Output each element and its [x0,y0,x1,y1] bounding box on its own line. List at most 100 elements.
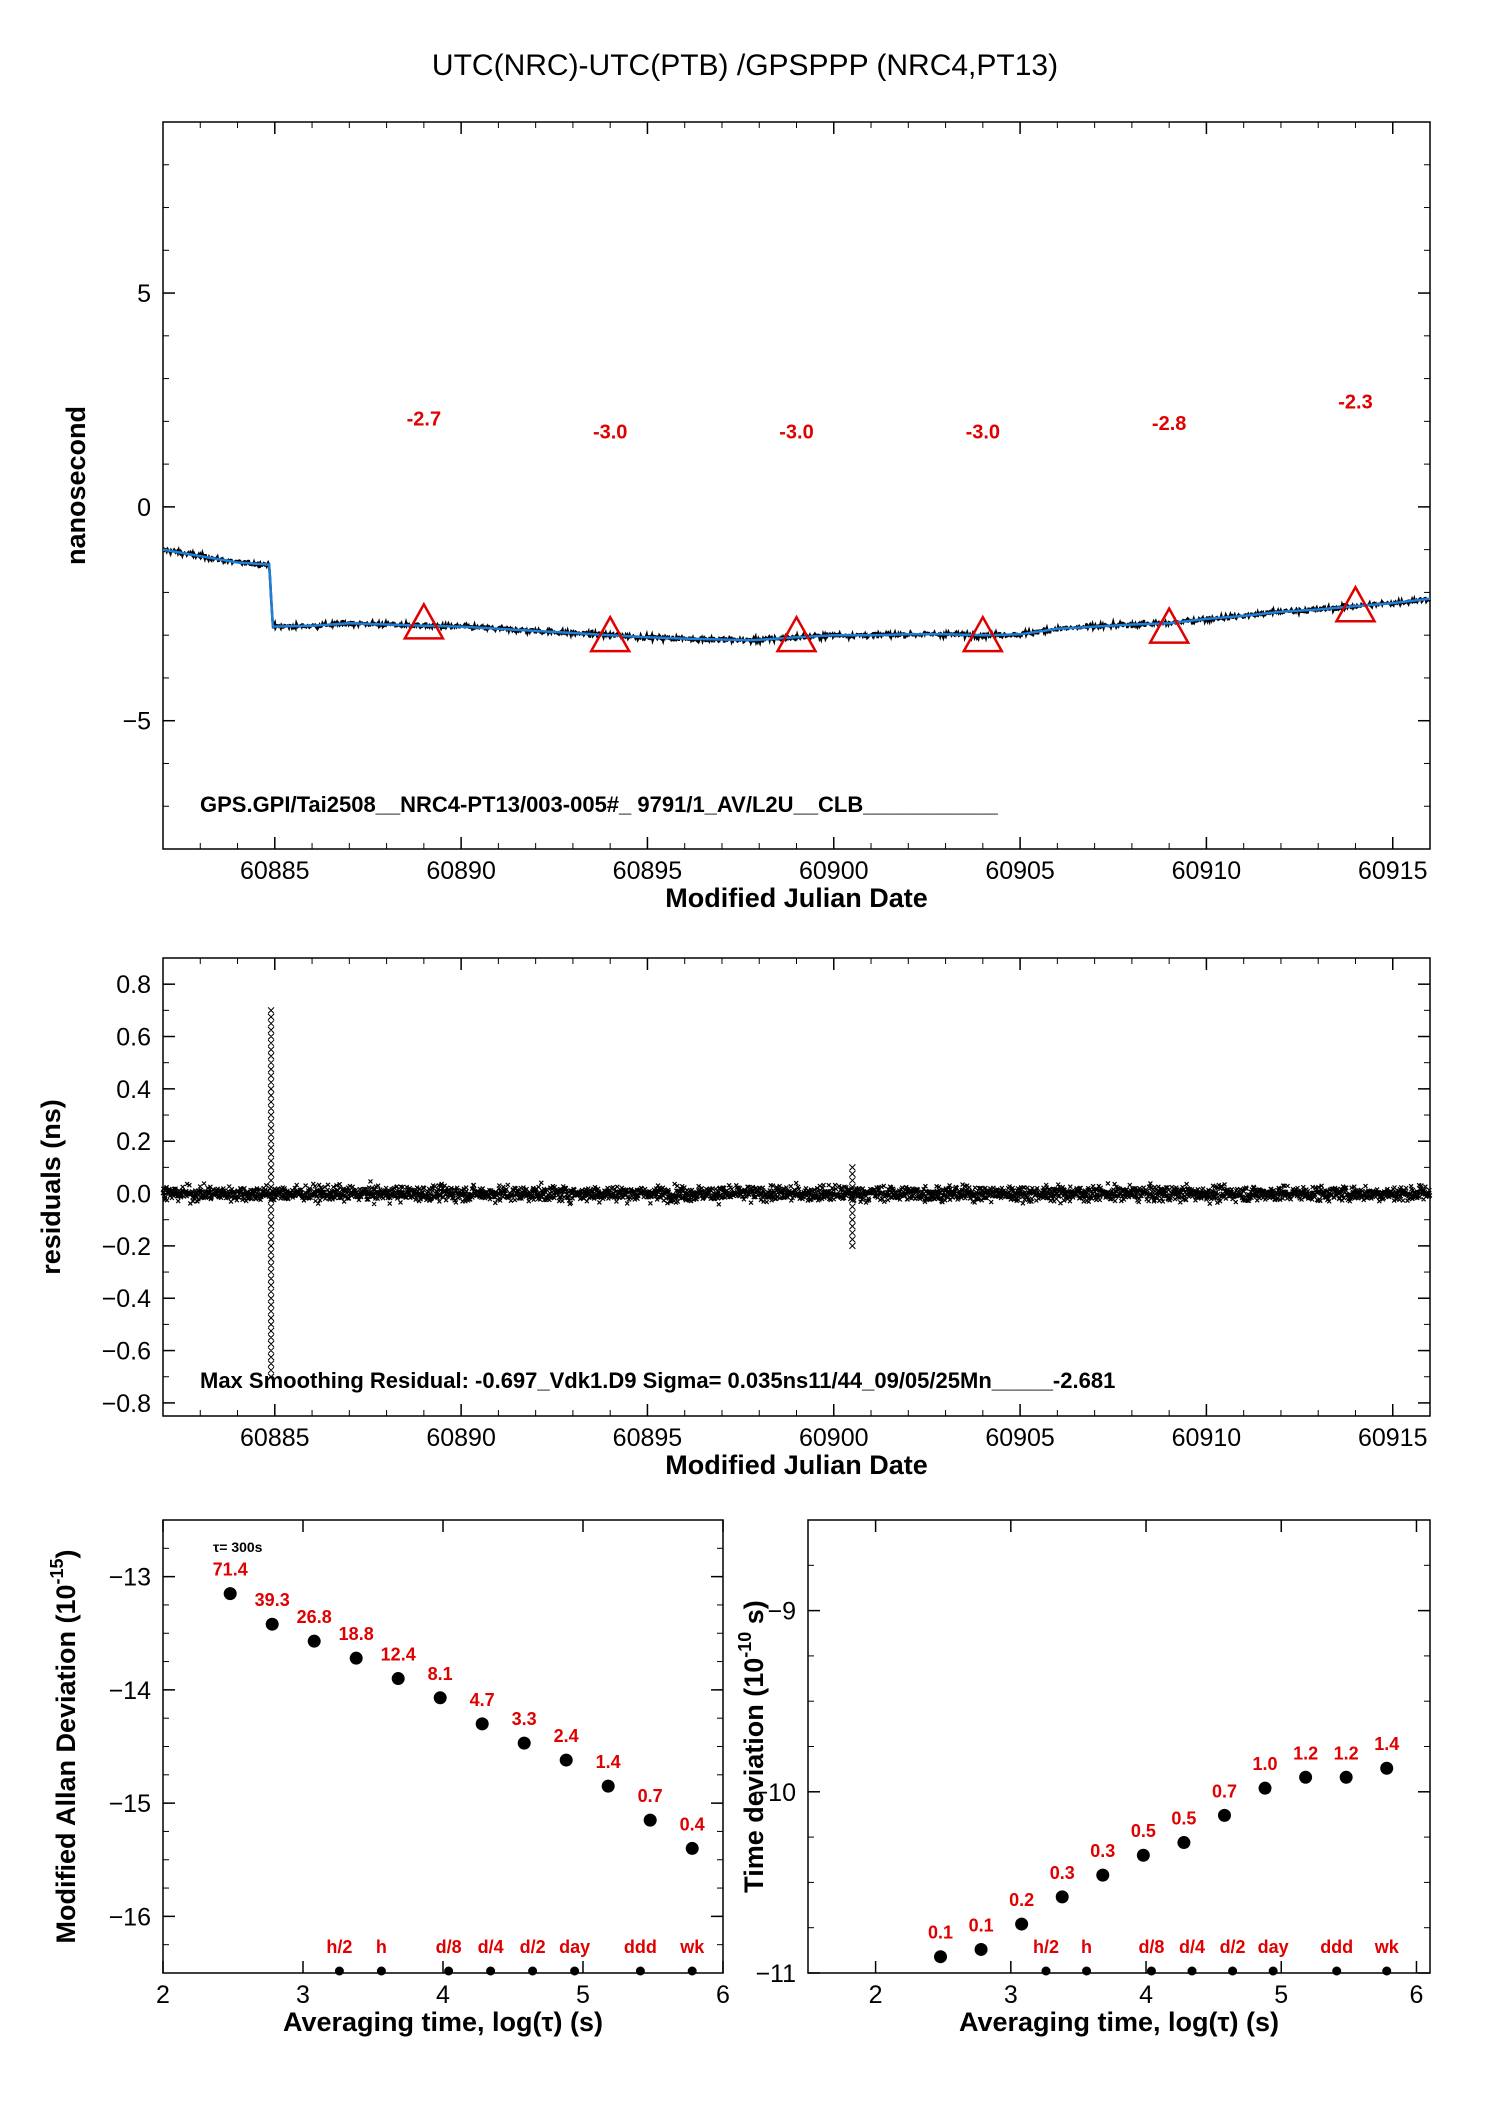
tdev-point-label: 0.3 [1050,1863,1075,1883]
residuals-ytick-label: −0.6 [102,1338,151,1366]
residuals-ytick-label: 0.6 [116,1024,151,1052]
residuals-xtick-label: 60905 [985,1424,1055,1452]
tdev-point-label: 0.2 [1009,1890,1034,1910]
offset-xtick-label: 60910 [1172,857,1242,885]
offset-xtick-label: 60895 [613,857,683,885]
tdev-point-label: 1.4 [1374,1734,1399,1754]
tdev-point-label: 0.5 [1131,1821,1156,1841]
mdev-point [559,1753,573,1767]
offset-marker-label: -2.3 [1338,392,1372,414]
offset-marker-label: -3.0 [779,421,813,443]
mdev-point [223,1587,237,1601]
tdev-point [1096,1868,1110,1882]
offset-panel: 60885 60890 60895 60900 60905 60910 60915 5 0 −5 M… [61,121,1432,913]
offset-marker-label: -3.0 [593,421,627,443]
mdev-scale-dot [376,1966,386,1976]
tdev-point [1339,1770,1353,1784]
residuals-points [160,1178,1433,1207]
offset-xtick-label: 60890 [426,857,496,885]
mdev-panel: 2 3 4 5 6 −13 −14 −15 −16 Averaging time, log(τ) … [47,1519,730,2037]
tdev-point [934,1950,948,1964]
offset-xtick-label: 60915 [1358,857,1428,885]
residuals-ytick-label: −0.8 [102,1390,151,1418]
mdev-scale-label: ddd [624,1937,657,1957]
mdev-xtick-label: 4 [436,1981,450,2009]
tdev-scale-label: wk [1374,1937,1400,1957]
tdev-point [1258,1781,1272,1795]
tdev-scale-dot [1041,1966,1051,1976]
residuals-xtick-label: 60890 [426,1424,496,1452]
tdev-scale-label: d/4 [1179,1937,1205,1957]
tdev-point [1380,1761,1394,1775]
tdev-ytick-label: −9 [767,1598,796,1626]
mdev-xtick-label: 3 [296,1981,310,2009]
mdev-xtick-label: 5 [576,1981,590,2009]
tdev-xtick-label: 6 [1410,1981,1424,2009]
residuals-xtick-label: 60885 [240,1424,310,1452]
mdev-scale-dot [687,1966,697,1976]
residuals-xtick-label: 60900 [799,1424,869,1452]
mdev-point [265,1617,279,1631]
offset-marker-label: -2.8 [1152,413,1186,435]
offset-marker-label: -2.7 [407,409,441,431]
residuals-ytick-label: 0.8 [116,971,151,999]
mdev-point-label: 1.4 [596,1752,621,1772]
mdev-scale-label: h [376,1937,387,1957]
tdev-point [1015,1917,1029,1931]
tdev-ylabel: Time deviation (10-10 s) [735,1600,769,1893]
tdev-scale-dot [1332,1966,1342,1976]
tdev-point-label: 0.7 [1212,1781,1237,1801]
mdev-point-label: 4.7 [470,1690,495,1710]
tdev-scale-dot [1082,1966,1092,1976]
tdev-scale-dot [1146,1966,1156,1976]
mdev-xtick-label: 2 [156,1981,170,2009]
mdev-xtick-label: 6 [716,1981,730,2009]
residuals-spike [849,1164,856,1250]
mdev-scale-label: h/2 [326,1937,352,1957]
mdev-point-label: 71.4 [213,1560,248,1580]
tdev-scale-dot [1382,1966,1392,1976]
tdev-scale-label: d/8 [1138,1937,1164,1957]
tdev-point [1299,1770,1313,1784]
mdev-point [517,1736,531,1750]
mdev-frame [162,1519,724,1974]
tdev-point [974,1942,988,1956]
tdev-scale-dot [1228,1966,1238,1976]
residuals-panel: 60885 60890 60895 60900 60905 60910 60915 0.8 0.… [36,957,1433,1480]
mdev-ytick-label: −16 [109,1903,151,1931]
mdev-scale-dot [334,1966,344,1976]
mdev-point [601,1779,615,1793]
offset-marker-triangle [1334,584,1377,623]
tdev-xtick-label: 2 [869,1981,883,2009]
mdev-point [643,1813,657,1827]
tdev-xtick-label: 4 [1139,1981,1153,2009]
tdev-point [1217,1808,1231,1822]
mdev-point-label: 26.8 [297,1607,332,1627]
mdev-point-label: 18.8 [339,1624,374,1644]
tdev-scale-label: h [1081,1937,1092,1957]
tdev-point-label: 0.1 [969,1915,994,1935]
tdev-point-label: 0.5 [1171,1809,1196,1829]
tdev-xtick-label: 3 [1004,1981,1018,2009]
offset-marker-triangle [589,614,632,653]
tdev-scale-dot [1268,1966,1278,1976]
tdev-ytick-label: −10 [754,1779,796,1807]
offset-xtick-label: 60900 [799,857,869,885]
tdev-scale-dot [1187,1966,1197,1976]
residuals-xtick-label: 60910 [1172,1424,1242,1452]
mdev-point-label: 12.4 [381,1645,416,1665]
mdev-scale-label: day [559,1937,590,1957]
residuals-note: Max Smoothing Residual: -0.697_Vdk1.D9 S… [200,1368,1115,1393]
residuals-ytick-label: −0.4 [102,1285,151,1313]
offset-marker-label: -3.0 [966,421,1000,443]
offset-xtick-label: 60905 [985,857,1055,885]
mdev-point-label: 0.4 [680,1814,705,1834]
tdev-scale-label: ddd [1320,1937,1353,1957]
residuals-xtick-label: 60895 [613,1424,683,1452]
mdev-scale-dot [444,1966,454,1976]
offset-xlabel: Modified Julian Date [665,883,928,913]
mdev-scale-label: wk [679,1937,705,1957]
mdev-point-label: 39.3 [255,1590,290,1610]
residuals-ytick-label: 0.4 [116,1076,151,1104]
